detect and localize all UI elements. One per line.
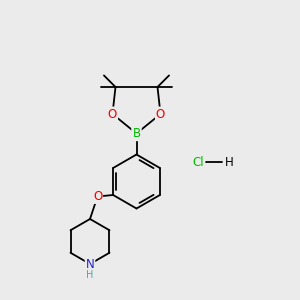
Text: B: B (132, 127, 141, 140)
Text: N: N (85, 257, 94, 271)
Text: H: H (225, 155, 234, 169)
Text: O: O (108, 107, 117, 121)
Text: O: O (156, 107, 165, 121)
Text: O: O (93, 190, 102, 203)
Text: Cl: Cl (192, 155, 204, 169)
Text: H: H (86, 270, 94, 280)
